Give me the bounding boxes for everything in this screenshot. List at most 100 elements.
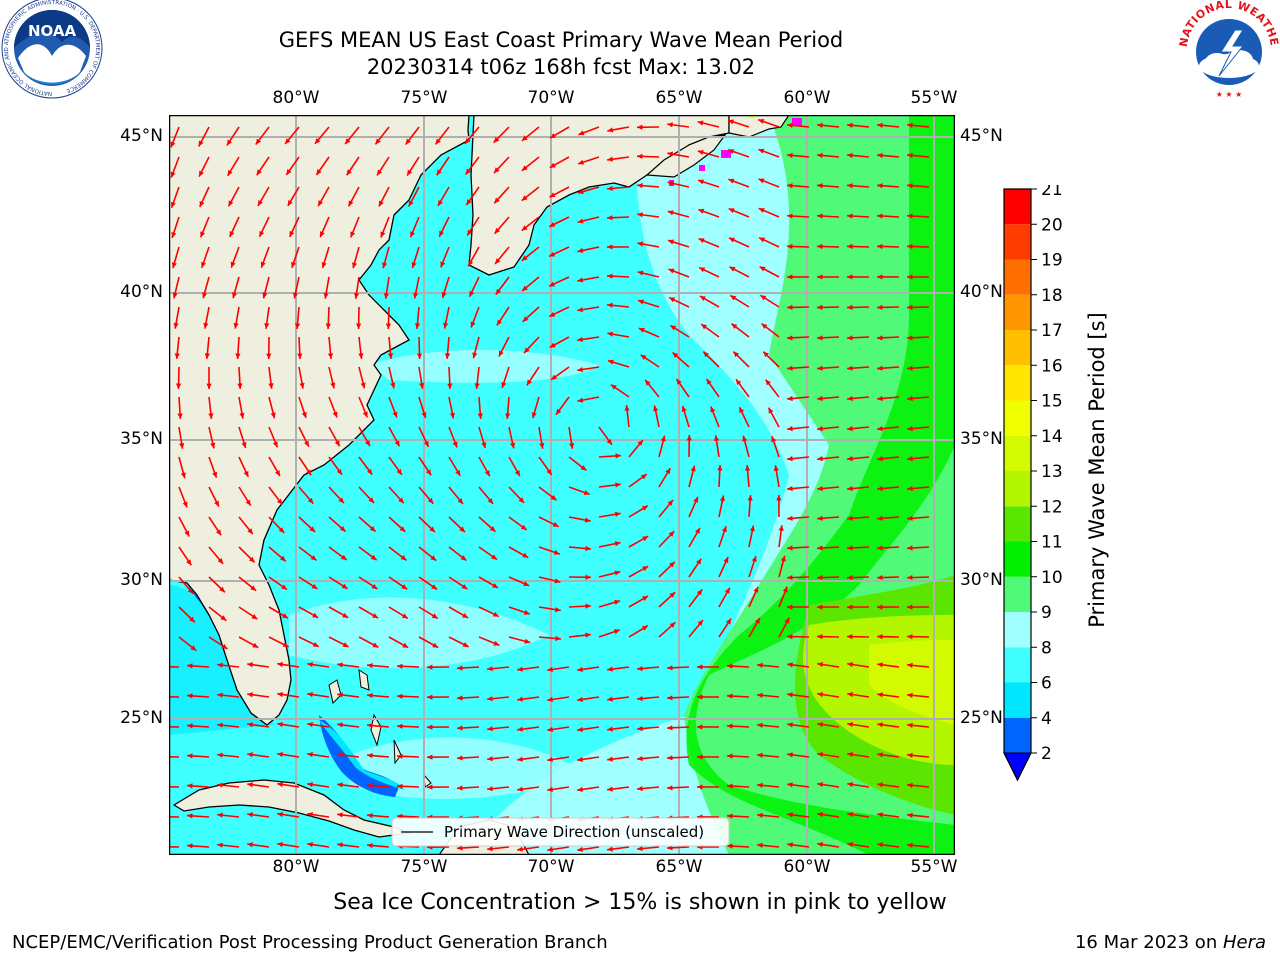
- wave-arrow-head: [309, 526, 316, 532]
- wave-arrow-head: [817, 691, 823, 698]
- wave-arrow-head: [517, 696, 523, 702]
- wave-arrow-head: [641, 625, 648, 631]
- wave-arrow-head: [607, 331, 614, 337]
- lon-label-top: 65°W: [655, 88, 703, 108]
- wave-arrow-head: [907, 456, 913, 462]
- wave-arrow-head: [366, 468, 373, 475]
- lon-label-top: 70°W: [527, 88, 575, 108]
- wave-arrow-head: [247, 662, 253, 668]
- wave-arrow-head: [877, 812, 883, 818]
- wave-arrow-head: [457, 498, 463, 504]
- wave-arrow-head: [578, 130, 585, 136]
- wave-arrow-head: [614, 570, 621, 576]
- wave-arrow-head: [640, 474, 647, 480]
- wave-arrow-head: [459, 526, 465, 533]
- wave-arrow-head: [432, 642, 439, 648]
- wave-arrow-head: [228, 200, 234, 207]
- wave-arrow-head: [554, 578, 561, 584]
- wave-arrow-head: [578, 159, 585, 165]
- wave-arrow-head: [787, 545, 793, 551]
- colorbar-bin: [1004, 682, 1031, 718]
- wave-arrow-head: [462, 612, 469, 618]
- wave-arrow-head: [907, 604, 913, 610]
- wave-arrow-head: [754, 617, 760, 624]
- lat-label-right: 35°N: [960, 429, 1003, 449]
- wave-arrow-head: [817, 634, 823, 640]
- wave-arrow-head: [728, 237, 735, 243]
- wave-arrow-head: [615, 482, 621, 488]
- wave-arrow-head: [518, 497, 525, 503]
- wave-arrow-head: [877, 395, 883, 402]
- wave-arrow-head: [667, 500, 673, 506]
- wave-arrow-head: [367, 722, 373, 729]
- wave-arrow-head: [694, 527, 700, 534]
- wave-arrow-head: [733, 351, 740, 358]
- wave-arrow-head: [523, 609, 530, 615]
- wave-arrow-head: [170, 201, 176, 208]
- wave-arrow-head: [411, 262, 417, 269]
- wave-arrow-head: [847, 781, 853, 788]
- wave-arrow-head: [556, 408, 562, 415]
- wave-arrow-head: [461, 583, 468, 590]
- wave-arrow-head: [187, 753, 193, 759]
- wave-arrow-head: [457, 665, 463, 671]
- wave-arrow-head: [817, 515, 823, 521]
- wave-arrow-head: [907, 692, 913, 698]
- lon-label-top: 80°W: [272, 88, 320, 108]
- wave-arrow-head: [817, 274, 823, 280]
- wave-arrow-head: [457, 785, 463, 791]
- colorbar-tick-label: 13: [1041, 462, 1063, 482]
- wave-arrow-head: [457, 695, 463, 701]
- wave-arrow-head: [847, 691, 853, 698]
- wave-arrow-head: [282, 642, 289, 647]
- wave-arrow-head: [699, 296, 706, 302]
- wave-arrow-head: [907, 574, 913, 581]
- wave-arrow-head: [401, 613, 408, 619]
- wave-arrow-head: [667, 725, 673, 731]
- colorbar-bin: [1004, 400, 1031, 436]
- wave-period-map: Primary Wave Direction (unscaled): [169, 115, 955, 855]
- wave-arrow-head: [787, 365, 793, 371]
- wave-arrow-head: [311, 583, 318, 589]
- map-title: GEFS MEAN US East Coast Primary Wave Mea…: [0, 27, 1122, 81]
- wave-arrow-head: [332, 411, 338, 418]
- colorbar-tick-label: 6: [1041, 674, 1052, 694]
- wave-arrow-head: [847, 335, 853, 341]
- lon-label-bottom: 80°W: [272, 857, 320, 877]
- wave-arrow-head: [907, 485, 913, 492]
- wave-arrow-head: [744, 465, 751, 471]
- wave-arrow-head: [727, 813, 733, 819]
- wave-arrow-head: [367, 842, 373, 849]
- wave-arrow-head: [759, 237, 766, 243]
- wave-arrow-head: [208, 413, 214, 419]
- wave-arrow-head: [719, 495, 725, 502]
- colorbar-bin: [1004, 294, 1031, 330]
- wave-arrow-head: [665, 468, 671, 475]
- colorbar-bin: [1004, 330, 1031, 366]
- wave-arrow-head: [352, 262, 358, 269]
- wave-arrow-head: [693, 496, 699, 503]
- lat-label-left: 40°N: [120, 282, 163, 302]
- wave-arrow-head: [429, 526, 436, 533]
- wave-arrow-head: [607, 666, 613, 672]
- wave-arrow-head: [440, 261, 446, 268]
- wave-arrow-head: [669, 592, 676, 598]
- wave-arrow-head: [701, 324, 708, 330]
- wave-arrow-head: [277, 781, 283, 788]
- wave-arrow-head: [907, 274, 913, 280]
- wave-arrow-head: [531, 412, 537, 419]
- wave-arrow-head: [877, 692, 883, 698]
- wave-arrow-head: [787, 213, 793, 219]
- wave-arrow-head: [367, 752, 373, 759]
- wave-arrow-head: [455, 469, 461, 476]
- wave-arrow-head: [427, 754, 433, 760]
- wave-arrow-head: [725, 618, 732, 625]
- wave-arrow-head: [539, 442, 545, 449]
- wave-arrow-head: [419, 382, 425, 389]
- wave-arrow-head: [217, 752, 223, 758]
- wave-arrow-head: [243, 470, 249, 477]
- wave-arrow-head: [847, 485, 853, 492]
- wave-arrow-head: [221, 643, 228, 649]
- wave-arrow-head: [289, 230, 295, 237]
- wave-arrow-head: [549, 192, 556, 198]
